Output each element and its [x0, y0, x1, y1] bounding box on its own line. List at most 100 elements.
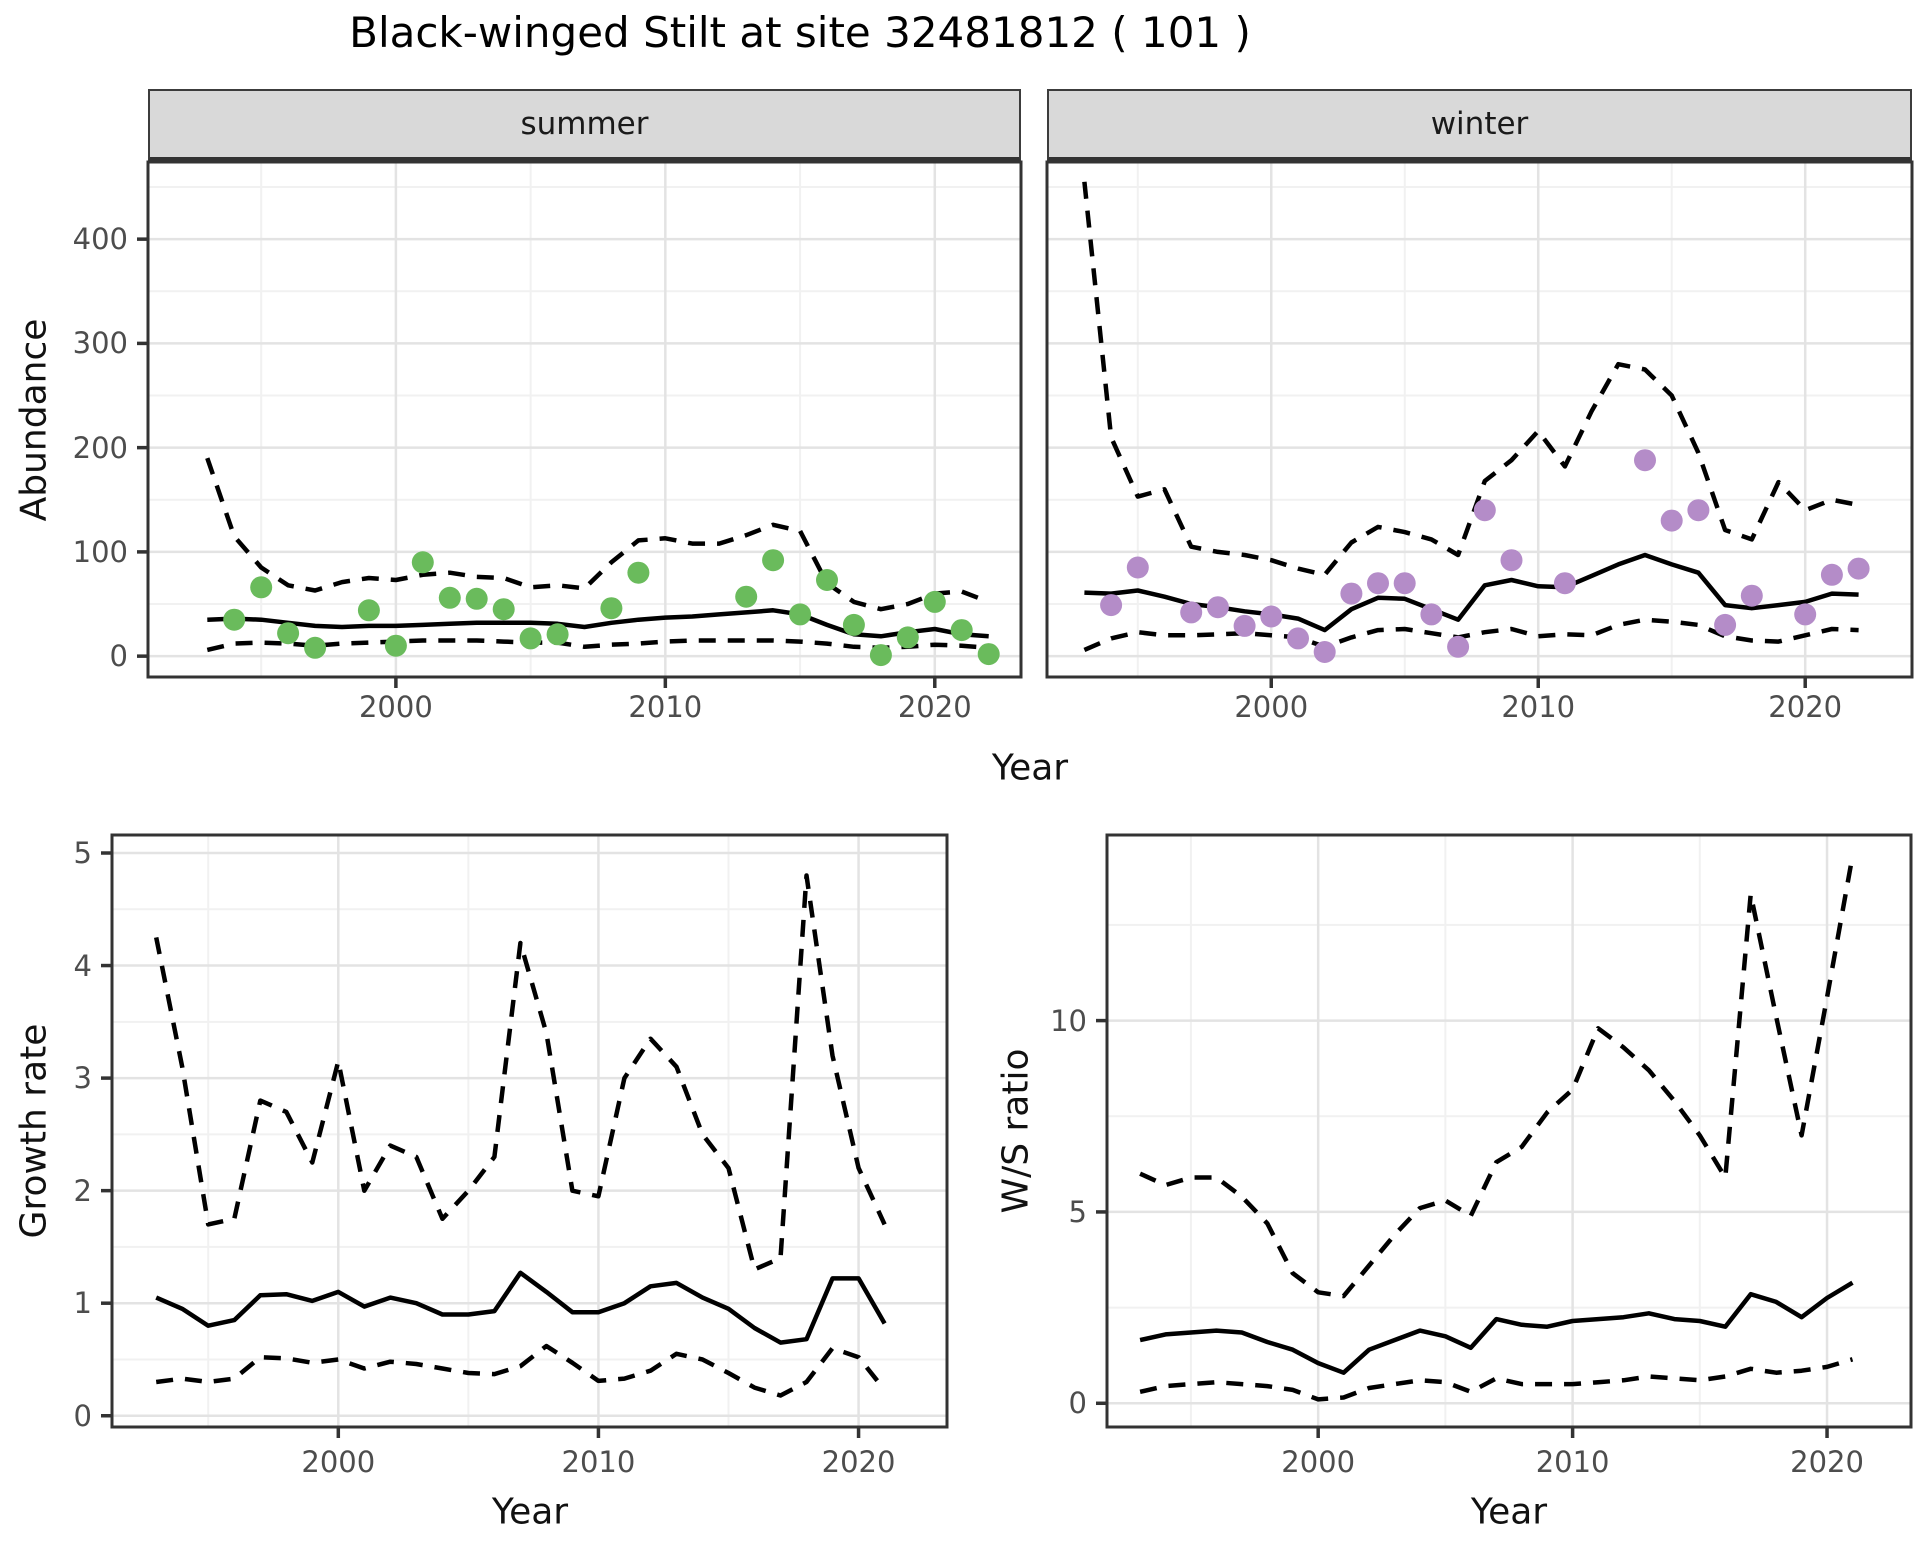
panel-background-ws-ratio	[1107, 835, 1911, 1427]
axis-tick-label: 2020	[821, 1445, 896, 1479]
observation-point-abundance-winter	[1687, 499, 1710, 522]
axis-tick-label: 2010	[561, 1445, 636, 1479]
lower-ci-line-abundance-winter	[1083, 617, 1859, 652]
facet-strip-summer: summer	[148, 89, 1021, 162]
observation-point-abundance-winter	[1447, 635, 1470, 658]
axis-tick-label: 3	[73, 1061, 92, 1096]
observation-point-abundance-winter	[1260, 605, 1283, 628]
observation-point-abundance-summer	[250, 576, 273, 599]
panel-background-abundance-summer	[148, 162, 1021, 677]
observation-point-abundance-summer	[357, 599, 380, 622]
median-line-growth-rate	[155, 1270, 887, 1345]
y-axis-title-ws-ratio: W/S ratio	[995, 1048, 1037, 1214]
observation-point-abundance-summer	[762, 549, 785, 572]
observation-point-abundance-winter	[1367, 572, 1389, 595]
facet-strip-summer-label: summer	[520, 106, 649, 142]
observation-point-abundance-winter	[1553, 572, 1576, 595]
observation-point-abundance-winter	[1794, 603, 1817, 626]
observation-point-abundance-summer	[789, 603, 812, 626]
observation-point-abundance-summer	[384, 634, 407, 657]
panel-border-ws-ratio	[1105, 833, 1913, 1429]
axis-tick-label: 4	[73, 948, 92, 983]
axis-tick-label: 2010	[1501, 690, 1576, 724]
panel-border-abundance-winter	[1045, 160, 1914, 679]
axis-tick-label: 2020	[1768, 690, 1843, 724]
upper-ci-line-ws-ratio	[1139, 855, 1855, 1299]
observation-point-abundance-winter	[1206, 596, 1229, 619]
axis-tick-label: 100	[72, 534, 128, 569]
axis-tick-label: 2010	[1535, 1445, 1610, 1479]
axis-tick-label: 2000	[358, 690, 433, 724]
observation-point-abundance-winter	[1180, 601, 1203, 624]
y-axis-title-abundance: Abundance	[13, 318, 55, 522]
lower-ci-line-growth-rate	[155, 1343, 887, 1398]
facet-strip-winter-label: winter	[1430, 106, 1529, 142]
axis-tick-label: 0	[73, 1398, 92, 1433]
axis-tick-label: 300	[72, 326, 128, 361]
observation-point-abundance-winter	[1393, 572, 1416, 595]
observation-point-abundance-summer	[735, 585, 758, 608]
observation-point-abundance-summer	[277, 622, 300, 645]
panel-border-abundance-summer	[146, 160, 1023, 679]
axis-tick-label: 2010	[628, 690, 703, 724]
observation-point-abundance-summer	[492, 598, 515, 621]
observation-point-abundance-winter	[1820, 563, 1843, 586]
observation-point-abundance-summer	[950, 619, 973, 642]
observation-point-abundance-winter	[1473, 499, 1496, 522]
observation-point-abundance-winter	[1340, 582, 1363, 605]
panel-border-growth-rate	[110, 833, 949, 1429]
observation-point-abundance-winter	[1634, 449, 1656, 472]
upper-ci-line-abundance-winter	[1082, 181, 1860, 578]
axis-tick-label: 2020	[1790, 1445, 1864, 1479]
observation-point-abundance-winter	[1660, 509, 1683, 532]
axis-tick-label: 400	[72, 222, 128, 257]
axis-tick-label: 5	[1068, 1194, 1087, 1229]
axis-tick-label: 2000	[1281, 1445, 1356, 1479]
y-axis-title-growth-rate: Growth rate	[13, 1023, 55, 1239]
observation-point-abundance-winter	[1126, 556, 1149, 579]
observation-point-abundance-summer	[627, 561, 650, 584]
median-line-ws-ratio	[1139, 1280, 1854, 1375]
chart-title: Black-winged Stilt at site 32481812 ( 10…	[349, 8, 1251, 57]
lower-ci-line-ws-ratio	[1139, 1357, 1854, 1402]
observation-point-abundance-winter	[1233, 614, 1256, 637]
observation-point-abundance-summer	[304, 636, 327, 659]
observation-point-abundance-winter	[1420, 603, 1443, 626]
axis-tick-label: 5	[73, 836, 92, 870]
observation-point-abundance-summer	[465, 587, 488, 610]
facet-strip-winter: winter	[1047, 89, 1912, 162]
observation-point-abundance-winter	[1847, 557, 1870, 580]
observation-point-abundance-winter	[1287, 627, 1309, 650]
panel-background-growth-rate	[112, 835, 947, 1427]
axis-tick-label: 0	[109, 639, 128, 674]
observation-point-abundance-summer	[546, 623, 569, 646]
observation-point-abundance-summer	[438, 586, 461, 609]
observation-point-abundance-summer	[600, 597, 623, 620]
axis-tick-label: 0	[1068, 1386, 1087, 1421]
observation-point-abundance-summer	[816, 569, 838, 591]
axis-tick-label: 200	[72, 430, 128, 465]
observation-point-abundance-winter	[1740, 584, 1763, 607]
observation-point-abundance-winter	[1500, 549, 1523, 572]
observation-point-abundance-summer	[411, 551, 434, 574]
axis-tick-label: 2000	[301, 1445, 376, 1479]
observation-point-abundance-summer	[223, 608, 246, 631]
observation-point-abundance-summer	[519, 627, 542, 650]
observation-point-abundance-summer	[896, 626, 919, 649]
axis-tick-label: 1	[73, 1286, 92, 1321]
observation-point-abundance-summer	[977, 643, 1000, 666]
upper-ci-line-abundance-summer	[205, 457, 990, 612]
observation-point-abundance-winter	[1100, 594, 1123, 617]
x-axis-title-year-ws: Year	[1470, 1491, 1548, 1533]
observation-point-abundance-summer	[869, 644, 892, 667]
observation-point-abundance-summer	[923, 590, 946, 613]
axis-tick-label: 10	[1050, 1003, 1087, 1038]
axis-tick-label: 2	[73, 1173, 92, 1208]
lower-ci-line-abundance-summer	[206, 638, 989, 653]
x-axis-title-year-top: Year	[991, 747, 1069, 789]
axis-tick-label: 2000	[1234, 690, 1309, 724]
upper-ci-line-growth-rate	[153, 873, 887, 1272]
axis-tick-label: 2020	[897, 690, 972, 724]
